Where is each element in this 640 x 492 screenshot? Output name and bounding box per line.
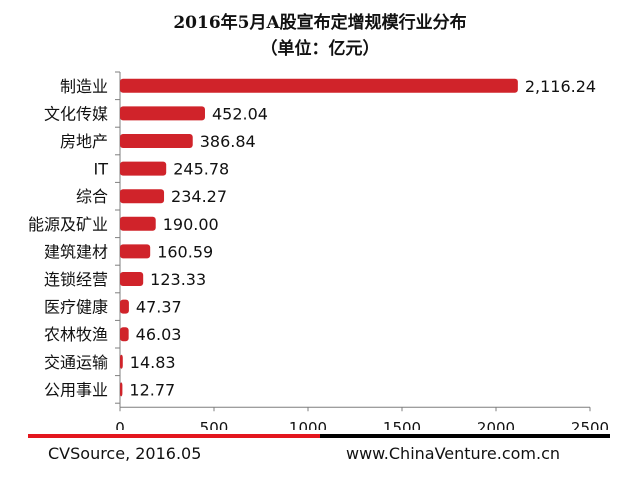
bar — [120, 106, 205, 121]
value-label: 46.03 — [136, 325, 182, 344]
value-label: 12.77 — [129, 380, 175, 399]
category-label: 能源及矿业 — [28, 215, 108, 234]
category-label: IT — [94, 160, 109, 179]
category-label: 医疗健康 — [44, 298, 108, 317]
category-label: 综合 — [76, 187, 108, 206]
value-label: 245.78 — [173, 160, 229, 179]
category-label: 连锁经营 — [44, 270, 108, 289]
chart-title: 2016年5月A股宣布定增规模行业分布 — [173, 13, 467, 33]
x-tick-label: 0 — [115, 419, 125, 430]
x-tick-label: 2000 — [477, 419, 515, 430]
bar — [120, 134, 193, 148]
footer-red-rule — [28, 434, 320, 438]
bar — [120, 161, 167, 176]
x-tick-label: 500 — [200, 419, 229, 430]
value-label: 123.33 — [150, 270, 206, 289]
value-label: 234.27 — [171, 187, 227, 206]
value-label: 2,116.24 — [525, 77, 596, 96]
x-tick-label: 1500 — [383, 419, 421, 430]
bar — [120, 327, 129, 342]
category-label: 公用事业 — [44, 380, 108, 399]
category-label: 农林牧渔 — [44, 325, 108, 344]
footer-source: CVSource, 2016.05 — [48, 444, 202, 463]
bar — [120, 78, 518, 93]
category-label: 交通运输 — [44, 353, 108, 372]
x-tick-label: 1000 — [289, 419, 327, 430]
category-label: 房地产 — [60, 132, 108, 151]
bar-chart: 0 500 1000 1500 2000 2500 制造业 2,116.24 文化传媒 452.0… — [28, 71, 609, 430]
footer-black-rule — [320, 434, 610, 438]
bar — [120, 299, 129, 314]
category-label: 制造业 — [60, 77, 108, 96]
value-label: 14.83 — [130, 353, 176, 372]
bar — [120, 189, 165, 204]
bar — [120, 382, 123, 397]
value-label: 160.59 — [157, 242, 213, 261]
bar — [120, 244, 151, 259]
value-label: 386.84 — [200, 132, 256, 151]
chart-subtitle-unit: （单位：亿元） — [260, 39, 380, 59]
bar — [120, 216, 156, 231]
value-label: 190.00 — [163, 215, 219, 234]
value-label: 47.37 — [136, 298, 182, 317]
bar — [120, 272, 144, 286]
footer-website: www.ChinaVenture.com.cn — [346, 444, 561, 463]
x-tick-label: 2500 — [571, 419, 609, 430]
category-label: 文化传媒 — [44, 104, 108, 123]
category-label: 建筑建材 — [44, 242, 108, 261]
bar — [120, 354, 123, 369]
value-label: 452.04 — [212, 104, 268, 123]
